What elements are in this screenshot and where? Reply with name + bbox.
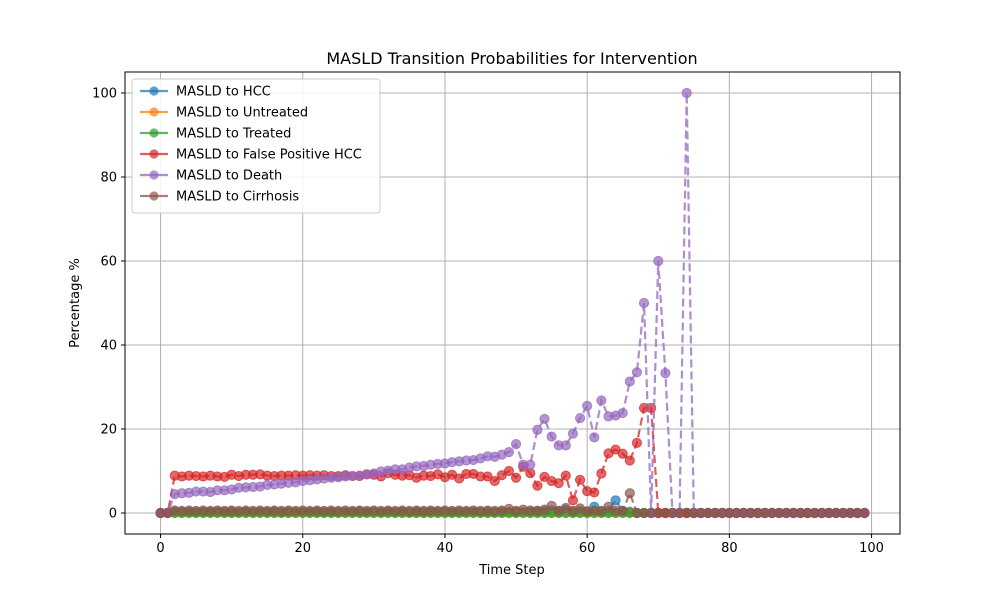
legend-label: MASLD to Death: [176, 169, 282, 184]
legend-swatch-marker: [149, 149, 159, 159]
x-tick-label: 60: [579, 541, 596, 556]
data-point: [560, 470, 571, 481]
data-point: [589, 487, 600, 498]
data-point: [596, 395, 607, 406]
legend-swatch-marker: [149, 128, 159, 138]
data-point: [624, 455, 635, 466]
series-layer: [155, 87, 870, 519]
data-point: [482, 471, 493, 482]
legend-swatch-marker: [149, 86, 159, 96]
x-tick-label: 40: [437, 541, 454, 556]
legend-swatch-marker: [149, 191, 159, 201]
data-point: [617, 407, 628, 419]
legend-item: MASLD to Cirrhosis: [140, 190, 299, 205]
data-point: [525, 468, 536, 479]
data-point: [582, 400, 593, 411]
x-tick-label: 0: [156, 541, 164, 556]
legend-label: MASLD to False Positive HCC: [176, 148, 362, 163]
plot-frame: [124, 71, 901, 535]
data-point: [553, 478, 564, 489]
x-axis-label: Time Step: [478, 563, 545, 578]
axis-ticks: 0 20 40 60 80 100 0 20 40 60 80 100: [92, 87, 884, 557]
data-point: [539, 413, 550, 425]
data-point: [859, 507, 870, 519]
y-tick-label: 40: [100, 339, 117, 354]
y-tick-label: 80: [100, 171, 117, 186]
data-point: [503, 465, 515, 477]
legend: MASLD to HCC MASLD to Untreated MASLD to T…: [131, 78, 381, 214]
legend-label: MASLD to HCC: [176, 85, 271, 100]
legend-label: MASLD to Cirrhosis: [176, 190, 299, 205]
data-point: [638, 297, 650, 309]
legend-swatch-marker: [149, 170, 159, 180]
legend-item: MASLD to False Positive HCC: [140, 148, 362, 163]
data-point: [631, 437, 643, 448]
data-point: [653, 255, 664, 267]
data-point: [532, 424, 543, 435]
data-point: [624, 376, 635, 387]
data-point: [617, 505, 628, 516]
y-tick-label: 100: [92, 87, 117, 102]
data-point: [589, 432, 600, 443]
data-point: [567, 495, 579, 506]
data-point: [610, 495, 621, 506]
y-tick-label: 20: [100, 423, 117, 438]
legend-swatch-marker: [149, 107, 159, 117]
x-tick-label: 80: [721, 541, 738, 556]
data-point: [510, 472, 522, 483]
y-axis-label: Percentage %: [68, 258, 83, 348]
data-point: [681, 87, 692, 99]
data-point: [489, 475, 500, 487]
legend-box: [131, 78, 381, 214]
data-point: [660, 368, 671, 379]
data-point: [624, 488, 635, 499]
legend-item: MASLD to Untreated: [140, 106, 308, 121]
data-point: [596, 468, 607, 479]
chart-title: MASLD Transition Probabilities for Inter…: [326, 49, 697, 68]
data-point: [532, 480, 543, 491]
data-point: [503, 447, 515, 458]
x-tick-label: 20: [294, 541, 311, 556]
legend-label: MASLD to Treated: [176, 127, 291, 142]
data-point: [617, 448, 628, 459]
data-point: [574, 412, 586, 424]
data-point: [546, 500, 557, 511]
data-point: [546, 431, 557, 442]
data-point: [567, 428, 579, 439]
legend-item: MASLD to Death: [140, 169, 282, 184]
data-point: [510, 439, 522, 450]
legend-item: MASLD to Treated: [140, 127, 291, 142]
legend-label: MASLD to Untreated: [176, 106, 308, 121]
data-point: [454, 473, 465, 484]
series-masld-to-cirrhosis: [155, 488, 870, 519]
data-point: [525, 459, 536, 470]
data-point: [574, 474, 586, 485]
data-point: [560, 440, 571, 451]
data-point: [631, 367, 643, 378]
y-tick-label: 60: [100, 255, 117, 270]
legend-item: MASLD to HCC: [140, 85, 271, 100]
y-tick-label: 0: [109, 507, 117, 522]
x-tick-label: 100: [859, 541, 884, 556]
